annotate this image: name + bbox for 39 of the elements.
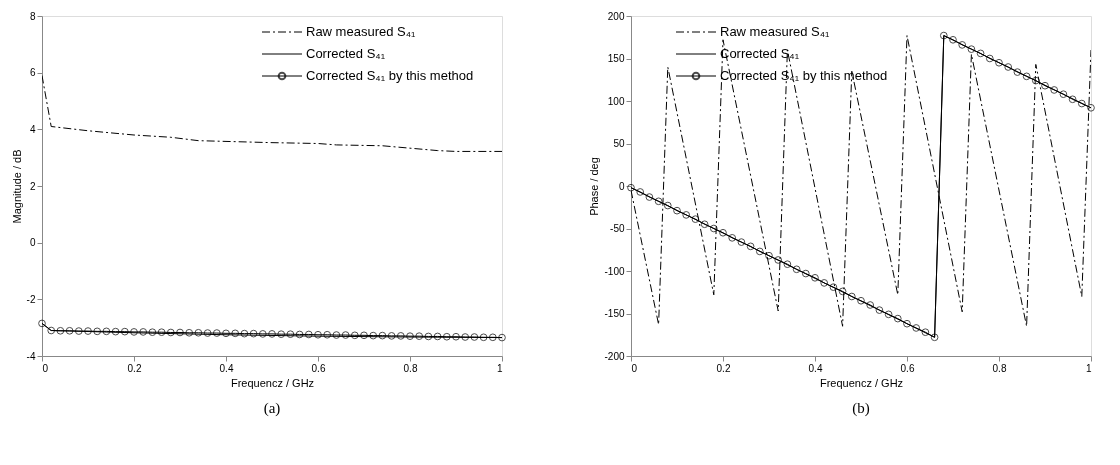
x-tick-label: 1 xyxy=(496,362,503,374)
y-tick-label: -100 xyxy=(604,265,625,277)
x-tick-label: 0.4 xyxy=(219,362,234,374)
legend-label: Corrected S₄₁ by this method xyxy=(720,68,888,83)
x-tick-label: 0.8 xyxy=(403,362,418,374)
x-tick-label: 1 xyxy=(1085,362,1092,374)
y-tick-label: 150 xyxy=(607,53,625,64)
y-tick-label: 50 xyxy=(613,138,625,149)
text: (a) xyxy=(263,400,281,417)
x-axis-title: Frequencz / GHz xyxy=(819,376,904,389)
y-tick-label: -200 xyxy=(604,350,625,362)
y-axis-title: Phase / deg xyxy=(588,157,601,216)
x-axis-title: Frequencz / GHz xyxy=(230,376,315,389)
y-tick-label: 0 xyxy=(29,237,36,249)
legend-label: Corrected S₄₁ xyxy=(306,46,386,61)
legend-label: Raw measured S₄₁ xyxy=(306,24,417,39)
text: (b) xyxy=(852,400,870,417)
y-axis-title: Magnitude / dB xyxy=(10,149,23,224)
y-tick-label: 6 xyxy=(29,67,36,79)
x-tick-label: 0.2 xyxy=(716,362,731,374)
x-tick-label: 0.4 xyxy=(808,362,823,374)
x-tick-label: 0.6 xyxy=(900,362,915,374)
x-tick-label: 0.2 xyxy=(127,362,142,374)
y-tick-label: -2 xyxy=(26,293,36,305)
y-tick-label: 200 xyxy=(607,10,625,22)
y-tick-label: 2 xyxy=(29,180,36,192)
x-tick-label: 0 xyxy=(42,362,49,374)
legend-label: Raw measured S₄₁ xyxy=(720,24,831,39)
y-tick-label: -50 xyxy=(610,223,625,234)
legend-label: Corrected S₄₁ by this method xyxy=(306,68,474,83)
x-tick-label: 0.8 xyxy=(992,362,1007,374)
y-tick-label: 100 xyxy=(607,95,625,107)
x-tick-label: 0 xyxy=(631,362,638,374)
y-tick-label: 0 xyxy=(618,180,625,192)
x-tick-label: 0.6 xyxy=(311,362,326,374)
y-tick-label: -150 xyxy=(604,308,625,319)
y-tick-label: 8 xyxy=(29,10,36,22)
y-tick-label: 4 xyxy=(29,123,36,135)
y-tick-label: -4 xyxy=(26,350,36,362)
